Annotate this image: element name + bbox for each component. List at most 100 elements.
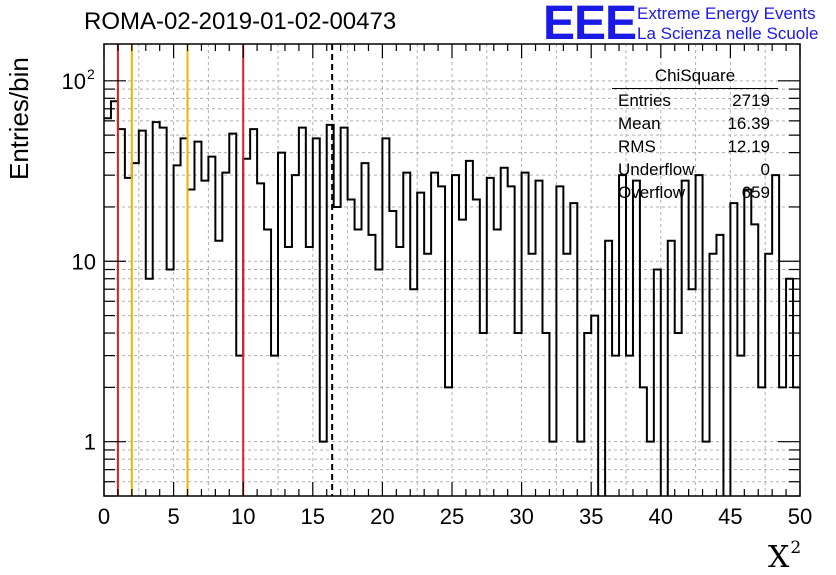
histogram-bin: [285, 247, 292, 496]
histogram-bin: [522, 173, 529, 496]
histogram-bin: [257, 183, 264, 496]
histogram-bin: [689, 289, 696, 496]
histogram-bin: [563, 254, 570, 496]
histogram-bin: [431, 173, 438, 496]
histogram-bin: [181, 138, 188, 496]
histogram-bin: [118, 129, 125, 496]
x-tick-label: 35: [579, 504, 603, 529]
histogram-bin: [438, 186, 445, 496]
histogram-bin: [403, 173, 410, 496]
histogram-bin: [515, 333, 522, 496]
histogram-bin: [320, 442, 327, 496]
stats-title: ChiSquare: [612, 66, 778, 89]
histogram-bin: [375, 270, 382, 496]
x-tick-label: 0: [98, 504, 110, 529]
histogram-bin: [167, 270, 174, 496]
histogram-bin: [591, 316, 598, 496]
histogram-bin: [751, 224, 758, 496]
histogram-bin: [201, 181, 208, 496]
stats-value: 659: [741, 183, 770, 202]
histogram-bin: [626, 356, 633, 496]
stats-value: 12.19: [727, 137, 770, 156]
histogram-bin: [417, 193, 424, 496]
stats-label: Overflow: [618, 183, 686, 202]
histogram-bin: [675, 333, 682, 496]
histogram-bin: [362, 163, 369, 496]
histogram-bins: [104, 100, 800, 496]
histogram-bin: [654, 270, 661, 496]
histogram-bin: [355, 229, 362, 496]
histogram-bin: [410, 289, 417, 496]
y-tick-label: 10: [62, 69, 86, 94]
histogram-bin: [633, 181, 640, 496]
histogram-bin: [188, 189, 195, 496]
histogram-bin: [758, 387, 765, 496]
histogram-bin: [619, 175, 626, 496]
x-tick-label: 40: [649, 504, 673, 529]
x-tick-label: 10: [231, 504, 255, 529]
logo-line-2: La Scienza nelle Scuole: [637, 24, 819, 43]
stats-row-underflow: Underflow 0: [612, 158, 778, 181]
histogram-bin: [271, 356, 278, 496]
histogram-bin: [146, 279, 153, 496]
histogram-bin: [716, 235, 723, 496]
histogram-bin: [494, 229, 501, 496]
histogram-bin: [139, 131, 146, 496]
histogram-bin: [696, 175, 703, 496]
histogram-bin: [194, 142, 201, 496]
histogram-bin: [215, 241, 222, 496]
histogram-bin: [382, 138, 389, 496]
histogram-bin: [480, 333, 487, 496]
x-tick-label: 45: [718, 504, 742, 529]
stats-row-entries: Entries 2719: [612, 89, 778, 112]
histogram-bin: [299, 128, 306, 496]
histogram-bin: [556, 186, 563, 496]
histogram-bin: [348, 199, 355, 496]
histogram-bin: [132, 163, 139, 496]
histogram-bin: [473, 199, 480, 496]
histogram-bin: [341, 128, 348, 496]
x-tick-label: 50: [788, 504, 812, 529]
histogram-bin: [334, 207, 341, 496]
histogram-bin: [682, 181, 689, 496]
histogram-bin: [368, 235, 375, 496]
stats-row-mean: Mean 16.39: [612, 112, 778, 135]
y-axis-label: Entries/bin: [4, 57, 34, 180]
x-axis-label: X2: [768, 538, 802, 575]
histogram-bin: [772, 175, 779, 496]
histogram-bin: [744, 189, 751, 496]
histogram-bin: [765, 254, 772, 496]
stats-label: Mean: [618, 114, 661, 133]
histogram-bin: [737, 356, 744, 496]
histogram-bin: [459, 220, 466, 496]
histogram-bin: [125, 178, 132, 496]
histogram-bin: [452, 175, 459, 496]
histogram-bin: [466, 161, 473, 496]
histogram-bin: [160, 128, 167, 496]
histogram-bin: [536, 181, 543, 496]
histogram-bin: [250, 129, 257, 496]
stats-label: RMS: [618, 137, 656, 156]
histogram-bin: [327, 125, 334, 496]
stats-label: Underflow: [618, 160, 695, 179]
histogram-bin: [730, 203, 737, 496]
histogram-bin: [174, 165, 181, 496]
histogram-bin: [508, 186, 515, 496]
histogram-bin: [647, 442, 654, 496]
histogram-bin: [236, 356, 243, 496]
histogram-bin: [445, 387, 452, 496]
histogram-bin: [222, 173, 229, 496]
stats-row-overflow: Overflow 659: [612, 181, 778, 204]
histogram-bin: [584, 333, 591, 496]
histogram-bin: [389, 211, 396, 496]
histogram-bin: [313, 138, 320, 496]
y-tick-label: 1: [84, 430, 96, 455]
histogram-bin: [570, 203, 577, 496]
histogram-bin: [264, 229, 271, 496]
histogram-bin: [640, 387, 647, 496]
stats-value: 2719: [732, 91, 770, 110]
stats-value: 0: [760, 160, 770, 179]
stats-box: ChiSquare Entries 2719 Mean 16.39 RMS 12.19…: [612, 66, 778, 204]
histogram-bin: [111, 101, 118, 496]
